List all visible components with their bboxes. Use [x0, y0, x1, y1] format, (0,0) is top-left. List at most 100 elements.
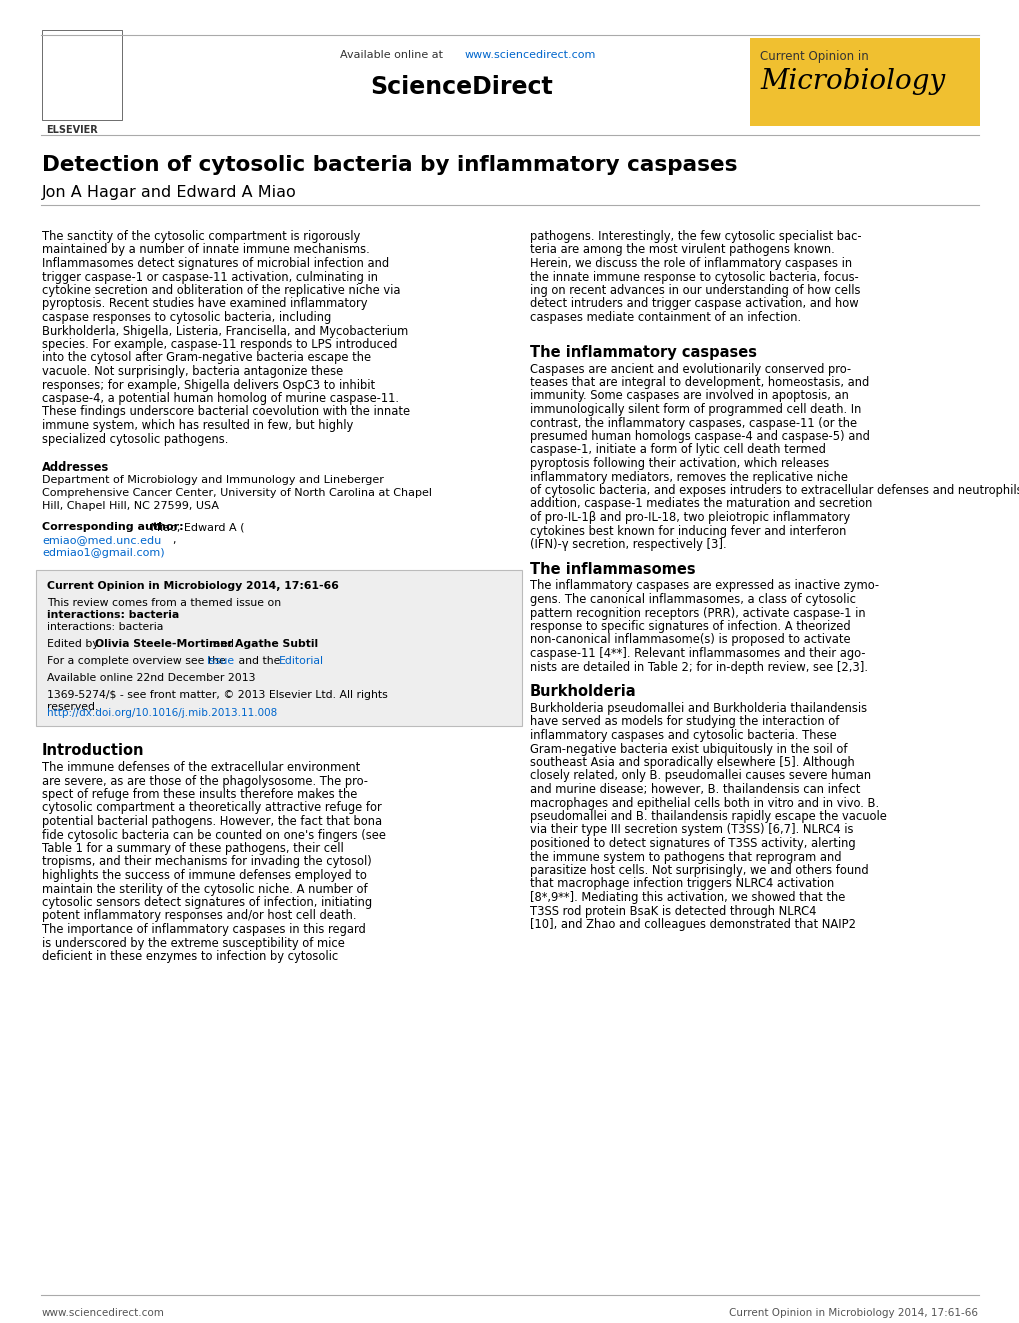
- Text: immunologically silent form of programmed cell death. In: immunologically silent form of programme…: [530, 404, 860, 415]
- Text: maintain the sterility of the cytosolic niche. A number of: maintain the sterility of the cytosolic …: [42, 882, 367, 896]
- Text: Available online 22nd December 2013: Available online 22nd December 2013: [47, 673, 255, 683]
- Text: non-canonical inflammasome(s) is proposed to activate: non-canonical inflammasome(s) is propose…: [530, 634, 850, 647]
- Text: Editorial: Editorial: [279, 656, 324, 665]
- Text: Caspases are ancient and evolutionarily conserved pro-: Caspases are ancient and evolutionarily …: [530, 363, 850, 376]
- Text: detect intruders and trigger caspase activation, and how: detect intruders and trigger caspase act…: [530, 298, 858, 311]
- Text: Jon A Hagar and Edward A Miao: Jon A Hagar and Edward A Miao: [42, 185, 297, 200]
- Text: Corresponding author:: Corresponding author:: [42, 523, 183, 532]
- Text: inflammatory mediators, removes the replicative niche: inflammatory mediators, removes the repl…: [530, 471, 847, 483]
- Text: caspase responses to cytosolic bacteria, including: caspase responses to cytosolic bacteria,…: [42, 311, 331, 324]
- Text: http://dx.doi.org/10.1016/j.mib.2013.11.008: http://dx.doi.org/10.1016/j.mib.2013.11.…: [47, 708, 277, 718]
- Text: pattern recognition receptors (PRR), activate caspase-1 in: pattern recognition receptors (PRR), act…: [530, 606, 865, 619]
- Text: [8*,9**]. Mediating this activation, we showed that the: [8*,9**]. Mediating this activation, we …: [530, 890, 845, 904]
- Text: caspase-4, a potential human homolog of murine caspase-11.: caspase-4, a potential human homolog of …: [42, 392, 398, 405]
- Text: Available online at: Available online at: [339, 50, 446, 60]
- Text: Burkholderla, Shigella, Listeria, Francisella, and Mycobacterium: Burkholderla, Shigella, Listeria, Franci…: [42, 324, 408, 337]
- Text: ing on recent advances in our understanding of how cells: ing on recent advances in our understand…: [530, 284, 860, 296]
- Text: cytosolic sensors detect signatures of infection, initiating: cytosolic sensors detect signatures of i…: [42, 896, 372, 909]
- Text: Current Opinion in Microbiology 2014, 17:61-66: Current Opinion in Microbiology 2014, 17…: [47, 581, 338, 591]
- Text: southeast Asia and sporadically elsewhere [5]. Although: southeast Asia and sporadically elsewher…: [530, 755, 854, 769]
- Text: maintained by a number of innate immune mechanisms.: maintained by a number of innate immune …: [42, 243, 370, 257]
- Bar: [42, 30, 122, 120]
- Text: immune system, which has resulted in few, but highly: immune system, which has resulted in few…: [42, 419, 353, 433]
- Text: interactions: bacteria: interactions: bacteria: [47, 622, 163, 632]
- Text: parasitize host cells. Not surprisingly, we and others found: parasitize host cells. Not surprisingly,…: [530, 864, 868, 877]
- Text: Addresses: Addresses: [42, 460, 109, 474]
- Text: Microbiology: Microbiology: [759, 67, 945, 95]
- Text: www.sciencedirect.com: www.sciencedirect.com: [42, 1308, 165, 1318]
- Text: pathogens. Interestingly, the few cytosolic specialist bac-: pathogens. Interestingly, the few cytoso…: [530, 230, 861, 243]
- Text: that macrophage infection triggers NLRC4 activation: that macrophage infection triggers NLRC4…: [530, 877, 834, 890]
- Text: addition, caspase-1 mediates the maturation and secretion: addition, caspase-1 mediates the maturat…: [530, 497, 871, 511]
- Text: ,: ,: [172, 534, 175, 545]
- Text: teria are among the most virulent pathogens known.: teria are among the most virulent pathog…: [530, 243, 834, 257]
- Text: The importance of inflammatory caspases in this regard: The importance of inflammatory caspases …: [42, 923, 366, 935]
- Text: Detection of cytosolic bacteria by inflammatory caspases: Detection of cytosolic bacteria by infla…: [42, 155, 737, 175]
- Text: (IFN)-γ secretion, respectively [3].: (IFN)-γ secretion, respectively [3].: [530, 538, 726, 550]
- Text: The inflammatory caspases are expressed as inactive zymo-: The inflammatory caspases are expressed …: [530, 579, 878, 593]
- Text: Gram-negative bacteria exist ubiquitously in the soil of: Gram-negative bacteria exist ubiquitousl…: [530, 742, 847, 755]
- Text: The immune defenses of the extracellular environment: The immune defenses of the extracellular…: [42, 761, 360, 774]
- Text: Comprehensive Cancer Center, University of North Carolina at Chapel: Comprehensive Cancer Center, University …: [42, 488, 432, 497]
- Text: caspase-11 [4**]. Relevant inflammasomes and their ago-: caspase-11 [4**]. Relevant inflammasomes…: [530, 647, 865, 660]
- Text: positioned to detect signatures of T3SS activity, alerting: positioned to detect signatures of T3SS …: [530, 837, 855, 849]
- Text: Olivia Steele-Mortimer: Olivia Steele-Mortimer: [95, 639, 232, 650]
- Text: potential bacterial pathogens. However, the fact that bona: potential bacterial pathogens. However, …: [42, 815, 382, 828]
- Text: cytokines best known for inducing fever and interferon: cytokines best known for inducing fever …: [530, 524, 846, 537]
- Text: pyroptosis following their activation, which releases: pyroptosis following their activation, w…: [530, 456, 828, 470]
- Text: fide cytosolic bacteria can be counted on one's fingers (see: fide cytosolic bacteria can be counted o…: [42, 828, 385, 841]
- Text: caspase-1, initiate a form of lytic cell death termed: caspase-1, initiate a form of lytic cell…: [530, 443, 825, 456]
- Text: presumed human homologs caspase-4 and caspase-5) and: presumed human homologs caspase-4 and ca…: [530, 430, 869, 443]
- Text: edmiao1@gmail.com): edmiao1@gmail.com): [42, 548, 164, 558]
- Text: 1369-5274/$ - see front matter, © 2013 Elsevier Ltd. All rights: 1369-5274/$ - see front matter, © 2013 E…: [47, 691, 387, 700]
- Text: For a complete overview see the: For a complete overview see the: [47, 656, 229, 665]
- Text: The sanctity of the cytosolic compartment is rigorously: The sanctity of the cytosolic compartmen…: [42, 230, 360, 243]
- Text: macrophages and epithelial cells both in vitro and in vivo. B.: macrophages and epithelial cells both in…: [530, 796, 878, 810]
- Text: contrast, the inflammatory caspases, caspase-11 (or the: contrast, the inflammatory caspases, cas…: [530, 417, 856, 430]
- Text: specialized cytosolic pathogens.: specialized cytosolic pathogens.: [42, 433, 228, 446]
- Text: pseudomallei and B. thailandensis rapidly escape the vacuole: pseudomallei and B. thailandensis rapidl…: [530, 810, 886, 823]
- Text: Inflammasomes detect signatures of microbial infection and: Inflammasomes detect signatures of micro…: [42, 257, 388, 270]
- Text: tropisms, and their mechanisms for invading the cytosol): tropisms, and their mechanisms for invad…: [42, 856, 371, 868]
- Text: Department of Microbiology and Immunology and Lineberger: Department of Microbiology and Immunolog…: [42, 475, 383, 486]
- Text: [10], and Zhao and colleagues demonstrated that NAIP2: [10], and Zhao and colleagues demonstrat…: [530, 918, 855, 931]
- Text: and: and: [210, 639, 237, 650]
- Text: into the cytosol after Gram-negative bacteria escape the: into the cytosol after Gram-negative bac…: [42, 352, 371, 365]
- Text: Current Opinion in: Current Opinion in: [759, 50, 868, 64]
- Text: closely related, only B. pseudomallei causes severe human: closely related, only B. pseudomallei ca…: [530, 770, 870, 782]
- Text: ELSEVIER: ELSEVIER: [46, 124, 98, 135]
- Text: www.sciencedirect.com: www.sciencedirect.com: [465, 50, 596, 60]
- Text: reserved.: reserved.: [47, 703, 98, 712]
- Text: the immune system to pathogens that reprogram and: the immune system to pathogens that repr…: [530, 851, 841, 864]
- Text: trigger caspase-1 or caspase-11 activation, culminating in: trigger caspase-1 or caspase-11 activati…: [42, 270, 378, 283]
- Text: deficient in these enzymes to infection by cytosolic: deficient in these enzymes to infection …: [42, 950, 338, 963]
- Text: vacuole. Not surprisingly, bacteria antagonize these: vacuole. Not surprisingly, bacteria anta…: [42, 365, 343, 378]
- Text: The inflammatory caspases: The inflammatory caspases: [530, 344, 756, 360]
- Text: gens. The canonical inflammasomes, a class of cytosolic: gens. The canonical inflammasomes, a cla…: [530, 593, 855, 606]
- Text: Hill, Chapel Hill, NC 27599, USA: Hill, Chapel Hill, NC 27599, USA: [42, 501, 219, 511]
- Text: teases that are integral to development, homeostasis, and: teases that are integral to development,…: [530, 376, 868, 389]
- Text: species. For example, caspase-11 responds to LPS introduced: species. For example, caspase-11 respond…: [42, 337, 397, 351]
- Text: Table 1 for a summary of these pathogens, their cell: Table 1 for a summary of these pathogens…: [42, 841, 343, 855]
- Text: via their type III secretion system (T3SS) [6,7]. NLRC4 is: via their type III secretion system (T3S…: [530, 823, 853, 836]
- Text: the innate immune response to cytosolic bacteria, focus-: the innate immune response to cytosolic …: [530, 270, 858, 283]
- Text: have served as models for studying the interaction of: have served as models for studying the i…: [530, 716, 839, 729]
- Text: inflammatory caspases and cytosolic bacteria. These: inflammatory caspases and cytosolic bact…: [530, 729, 836, 742]
- Text: Burkholderia pseudomallei and Burkholderia thailandensis: Burkholderia pseudomallei and Burkholder…: [530, 703, 866, 714]
- Text: responses; for example, Shigella delivers OspC3 to inhibit: responses; for example, Shigella deliver…: [42, 378, 375, 392]
- Text: and murine disease; however, B. thailandensis can infect: and murine disease; however, B. thailand…: [530, 783, 860, 796]
- Text: Burkholderia: Burkholderia: [530, 684, 636, 699]
- Text: ScienceDirect: ScienceDirect: [370, 75, 552, 99]
- Text: nists are detailed in Table 2; for in-depth review, see [2,3].: nists are detailed in Table 2; for in-de…: [530, 660, 867, 673]
- Text: of pro-IL-1β and pro-IL-18, two pleiotropic inflammatory: of pro-IL-1β and pro-IL-18, two pleiotro…: [530, 511, 849, 524]
- Text: Herein, we discuss the role of inflammatory caspases in: Herein, we discuss the role of inflammat…: [530, 257, 851, 270]
- Text: cytosolic compartment a theoretically attractive refuge for: cytosolic compartment a theoretically at…: [42, 802, 381, 815]
- Text: These findings underscore bacterial coevolution with the innate: These findings underscore bacterial coev…: [42, 406, 410, 418]
- Text: emiao@med.unc.edu: emiao@med.unc.edu: [42, 534, 161, 545]
- Text: Introduction: Introduction: [42, 744, 145, 758]
- Text: Current Opinion in Microbiology 2014, 17:61-66: Current Opinion in Microbiology 2014, 17…: [729, 1308, 977, 1318]
- Text: potent inflammatory responses and/or host cell death.: potent inflammatory responses and/or hos…: [42, 909, 357, 922]
- Text: The inflammasomes: The inflammasomes: [530, 561, 695, 577]
- Text: is underscored by the extreme susceptibility of mice: is underscored by the extreme susceptibi…: [42, 937, 344, 950]
- Text: Edited by: Edited by: [47, 639, 102, 650]
